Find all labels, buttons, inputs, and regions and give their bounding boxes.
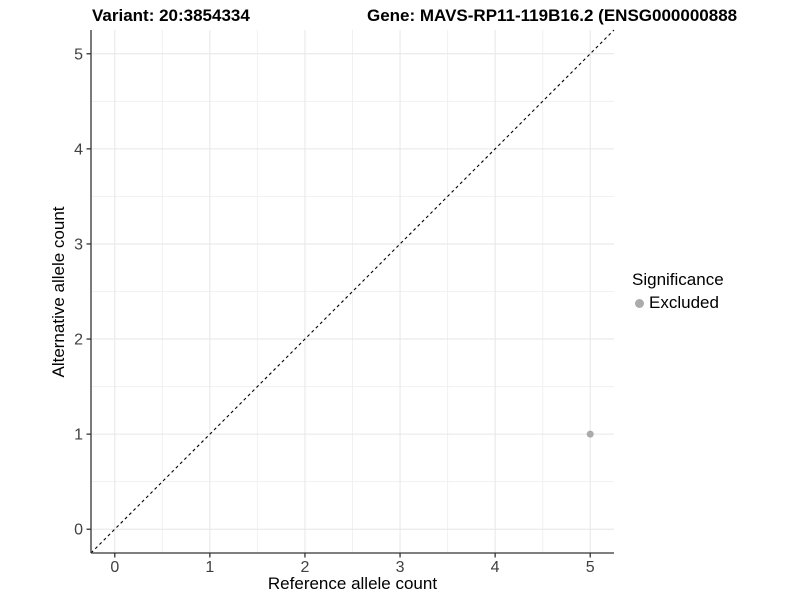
x-tick-label: 4	[491, 559, 500, 576]
y-tick-label: 1	[74, 427, 83, 444]
y-axis-label: Alternative allele count	[49, 206, 68, 378]
legend-point-icon	[635, 298, 644, 308]
y-tick-label: 4	[74, 141, 83, 158]
legend: Significance Excluded	[632, 270, 724, 313]
legend-title: Significance	[632, 270, 724, 289]
x-tick-label: 1	[205, 559, 214, 576]
x-tick-label: 2	[301, 559, 310, 576]
x-axis-label: Reference allele count	[267, 574, 438, 593]
legend-item-excluded: Excluded	[632, 293, 724, 313]
y-tick-label: 3	[74, 236, 83, 253]
gene-title: Gene: MAVS-RP11-119B16.2 (ENSG000000888	[367, 6, 738, 25]
x-tick-label: 3	[396, 559, 405, 576]
legend-item-label: Excluded	[649, 293, 719, 312]
data-point	[586, 430, 594, 438]
y-tick-label: 2	[74, 332, 83, 349]
x-tick-label: 0	[110, 559, 119, 576]
x-tick-label: 5	[586, 559, 595, 576]
y-tick-label: 5	[74, 46, 83, 63]
y-tick-label: 0	[74, 522, 83, 539]
variant-title: Variant: 20:3854334	[92, 6, 250, 25]
